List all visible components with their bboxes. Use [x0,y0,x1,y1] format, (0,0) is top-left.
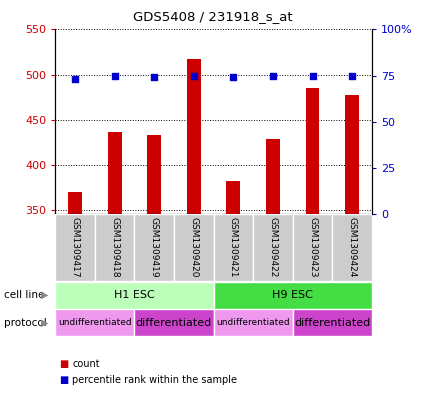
Bar [213,282,372,309]
Bar [108,132,122,214]
Point [309,72,316,79]
Bar [95,214,134,281]
Bar [187,59,201,214]
Bar [227,181,240,214]
Text: GSM1309417: GSM1309417 [71,217,79,278]
Text: cell line: cell line [4,290,45,300]
Text: H1 ESC: H1 ESC [114,290,155,300]
Bar [332,214,372,281]
Text: GSM1309419: GSM1309419 [150,217,159,278]
Text: ▶: ▶ [41,318,49,328]
Bar [266,140,280,214]
Text: ▶: ▶ [41,290,49,300]
Text: protocol: protocol [4,318,47,328]
Text: differentiated: differentiated [294,318,371,328]
Bar [293,309,372,336]
Point [269,72,276,79]
Text: GSM1309421: GSM1309421 [229,217,238,278]
Text: GSM1309423: GSM1309423 [308,217,317,278]
Bar [147,135,161,214]
Bar [55,214,95,281]
Text: differentiated: differentiated [136,318,212,328]
Bar [213,214,253,281]
Text: undifferentiated: undifferentiated [216,318,290,327]
Text: GDS5408 / 231918_s_at: GDS5408 / 231918_s_at [133,10,292,23]
Bar [134,214,174,281]
Text: ■: ■ [60,375,69,386]
Bar [134,309,213,336]
Bar [253,214,293,281]
Text: ■: ■ [60,358,69,369]
Point [230,74,237,81]
Point [111,72,118,79]
Text: GSM1309424: GSM1309424 [348,217,357,278]
Text: GSM1309422: GSM1309422 [269,217,278,278]
Bar [68,192,82,214]
Bar [55,309,134,336]
Point [348,72,355,79]
Bar [293,214,332,281]
Text: GSM1309418: GSM1309418 [110,217,119,278]
Point [151,74,158,81]
Point [190,72,197,79]
Text: count: count [72,358,100,369]
Bar [345,95,359,214]
Text: percentile rank within the sample: percentile rank within the sample [72,375,237,386]
Text: H9 ESC: H9 ESC [272,290,313,300]
Bar [174,214,213,281]
Bar [306,88,320,214]
Bar [55,282,213,309]
Point [72,76,79,83]
Text: GSM1309420: GSM1309420 [189,217,198,278]
Bar [213,309,293,336]
Text: undifferentiated: undifferentiated [58,318,132,327]
